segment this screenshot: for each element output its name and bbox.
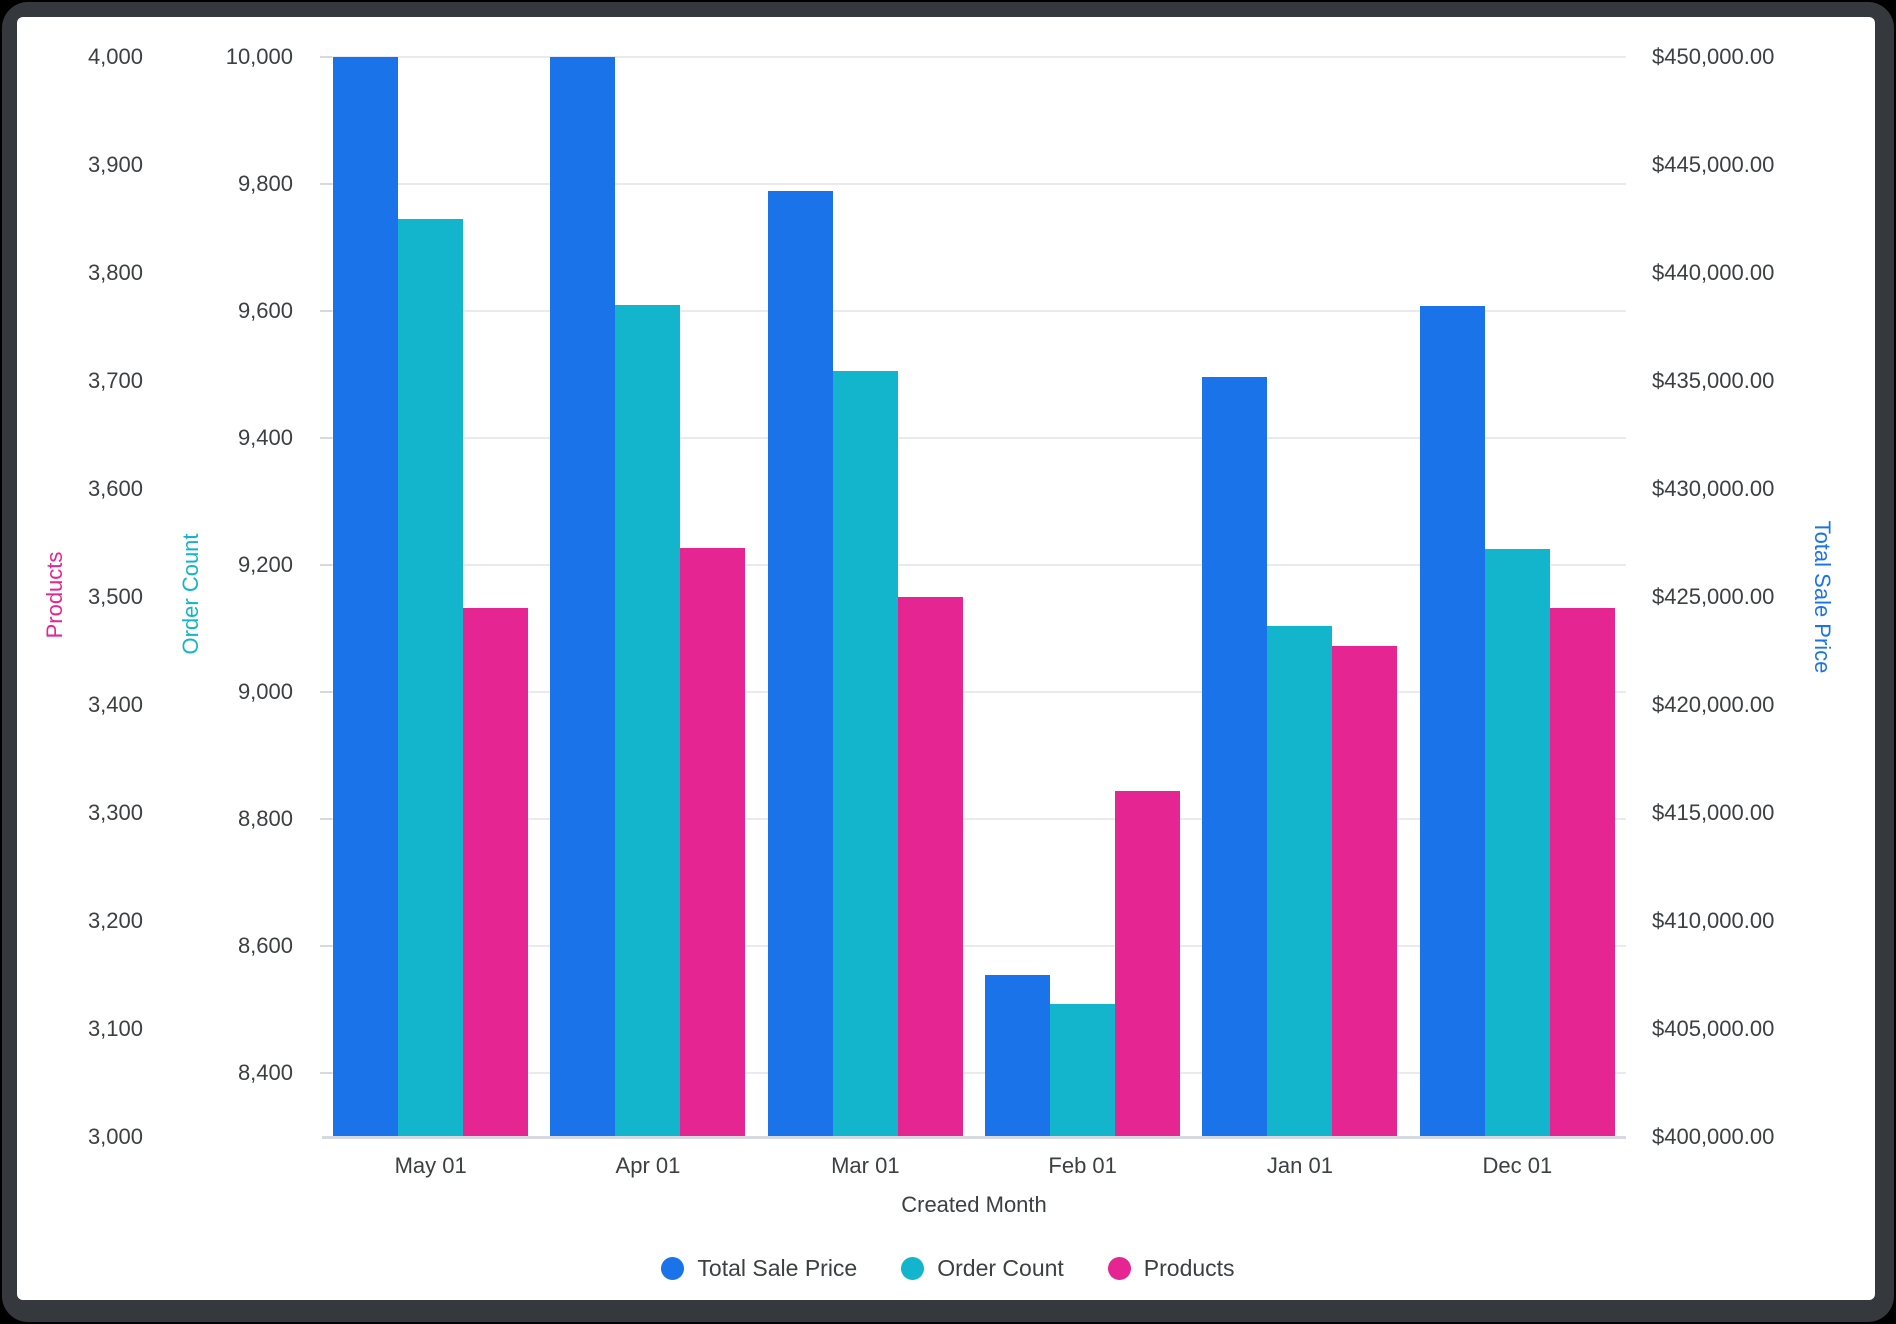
- bar-total-sale-price-mar-01[interactable]: [767, 191, 833, 1137]
- bar-products-feb-01[interactable]: [1115, 791, 1180, 1137]
- bar-order-count-jan-01[interactable]: [1267, 626, 1333, 1137]
- bar-total-sale-price-dec-01[interactable]: [1419, 306, 1485, 1137]
- bar-products-jan-01[interactable]: [1332, 646, 1398, 1137]
- bar-total-sale-price-may-01[interactable]: [333, 57, 398, 1137]
- bar-order-count-mar-01[interactable]: [832, 371, 898, 1137]
- bar-total-sale-price-feb-01[interactable]: [985, 975, 1050, 1137]
- bar-products-mar-01[interactable]: [897, 597, 963, 1137]
- bar-products-may-01[interactable]: [463, 608, 528, 1137]
- bar-order-count-apr-01[interactable]: [615, 305, 681, 1137]
- bar-order-count-may-01[interactable]: [398, 219, 463, 1137]
- bar-order-count-dec-01[interactable]: [1484, 549, 1550, 1137]
- bar-order-count-feb-01[interactable]: [1050, 1004, 1115, 1137]
- bar-products-apr-01[interactable]: [680, 548, 746, 1137]
- bar-total-sale-price-apr-01[interactable]: [550, 57, 616, 1137]
- bar-products-dec-01[interactable]: [1549, 608, 1615, 1137]
- bar-total-sale-price-jan-01[interactable]: [1202, 377, 1268, 1137]
